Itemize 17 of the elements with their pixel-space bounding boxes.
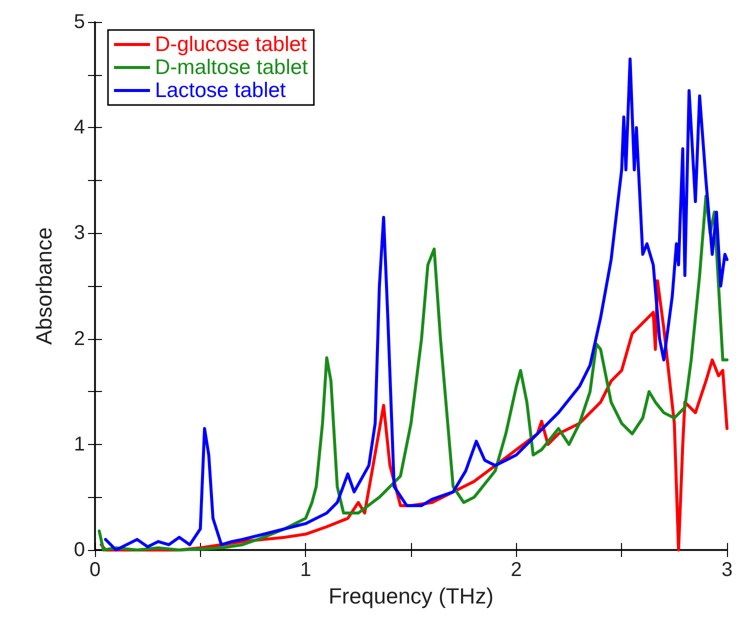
y-tick-label: 2 xyxy=(74,328,85,350)
y-tick-label: 0 xyxy=(74,539,85,561)
line-series xyxy=(104,57,728,552)
y-tick-label: 3 xyxy=(74,222,85,244)
legend-label: Lactose tablet xyxy=(155,79,286,102)
y-axis-title: Absorbance xyxy=(32,227,56,345)
x-axis-title: Frequency (THz) xyxy=(328,583,494,608)
x-tick-label: 2 xyxy=(510,559,522,581)
y-tick-label: 1 xyxy=(74,433,85,456)
y-tick-label: 4 xyxy=(74,116,85,139)
y-tick-label: 5 xyxy=(74,11,85,33)
x-tick-label: 0 xyxy=(89,559,101,581)
legend-label: D-glucose tablet xyxy=(155,33,307,56)
x-tick-label: 1 xyxy=(300,559,312,581)
line-series xyxy=(98,194,728,552)
x-tick-label: 3 xyxy=(721,559,733,581)
legend-label: D-maltose tablet xyxy=(155,56,308,79)
